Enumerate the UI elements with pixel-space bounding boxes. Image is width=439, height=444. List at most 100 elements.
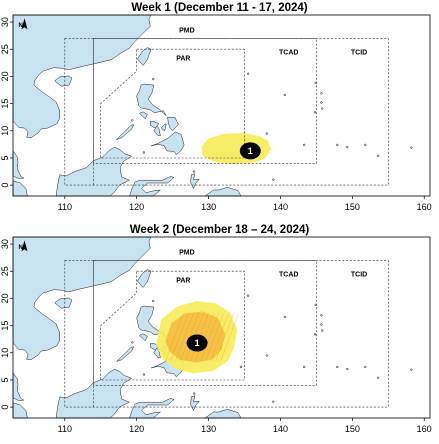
week-1-map-panel: Week 1 (December 11 - 17, 2024) PMD PAR TC… [0,2,432,212]
par-boundary [100,270,245,381]
y-tick-label: 20 [0,71,10,81]
island-16 [152,299,155,303]
island-12 [303,143,306,147]
island-5 [265,132,268,135]
hatch-line [180,313,199,361]
island-18 [142,373,146,376]
north-arrow-shape [21,18,28,30]
island-6 [239,365,243,369]
hatch-line [165,313,184,361]
land-luzon [136,83,167,116]
map-content: PMD PAR TCAD TCID 1 N [12,14,430,197]
land-hainan [54,297,73,309]
land-masses [12,14,242,197]
island-11 [377,154,380,157]
region-label-tcid: TCID [351,272,367,279]
y-tick-label: 15 [0,321,10,331]
island-15 [272,400,275,403]
region-label-pmd: PMD [179,249,195,256]
land-hainan [54,75,73,87]
region-label-tcid: TCID [351,50,367,57]
island-17 [131,341,134,344]
probability-hatch [165,313,239,361]
land-sulawesi [129,176,175,197]
land-mindoro [139,333,148,342]
land-palawan [116,346,135,362]
land-mindoro [139,111,148,120]
region-label-pmd: PMD [179,27,195,34]
land-palawan [116,124,135,140]
hatch-line [195,313,214,361]
y-tick-label: 0 [0,405,10,410]
north-arrow-label: N [19,245,23,251]
island-0 [320,101,323,104]
land-negros [153,347,161,359]
x-tick-label: 130 [201,202,216,212]
island-13 [283,315,286,319]
land-sulawesi [129,398,175,419]
region-label-par: PAR [176,278,190,285]
island-7 [364,365,367,369]
y-tick-label: 10 [0,126,10,136]
week-1-title: Week 1 (December 11 - 17, 2024) [131,2,308,14]
island-0 [320,323,323,326]
x-tick-label: 160 [417,424,432,434]
y-tick-label: 0 [0,183,10,188]
x-tick-label: 110 [58,424,72,434]
tc-marker [239,142,261,160]
y-tick-label: 25 [0,266,10,276]
north-arrow-shape [21,240,28,252]
land-borneo [55,146,133,197]
island-2 [313,333,317,336]
island-1 [321,107,324,110]
hatch-line [215,313,234,361]
land-mainland-asia [12,236,152,361]
land-taiwan [137,269,152,288]
hatch-line [200,313,219,361]
tcad-boundary [93,260,317,386]
tc-marker-label: 1 [195,338,200,348]
island-19 [193,392,196,395]
island-5 [265,354,268,357]
land-luzon [136,305,167,338]
week-2-map-panel: Week 2 (December 18 – 24, 2024) PMD PAR TC… [0,222,439,444]
north-arrow-icon: N [19,18,28,30]
island-15 [272,178,275,181]
probability-area-outer [201,132,272,164]
island-10 [346,145,349,149]
island-17 [131,119,134,122]
region-label-tcad: TCAD [279,50,298,57]
x-tick-label: 120 [129,202,144,212]
land-malay-peninsula [12,150,25,179]
island-7 [364,143,367,147]
island-3 [320,92,323,95]
y-tick-label: 30 [0,17,10,27]
island-2 [313,111,317,114]
map-content: PMD PAR TCAD TCID 1 N [12,236,430,419]
x-tick-label: 150 [345,424,360,434]
island-12 [303,365,306,369]
island-3 [320,314,323,317]
land-halmahera [190,395,200,412]
island-1 [321,329,324,332]
land-taiwan [137,47,152,66]
island-9 [336,365,339,369]
x-tick-label: 140 [273,202,288,212]
hatch-line [175,313,194,361]
north-arrow-icon: N [19,240,28,252]
island-16 [152,77,155,81]
tc-marker-label: 1 [248,146,253,156]
north-arrow-label: N [19,23,23,29]
plot-frame [12,14,431,197]
land-cebu [160,123,167,132]
island-14 [246,294,250,297]
x-tick-label: 150 [345,202,360,212]
y-tick-label: 30 [0,239,10,249]
x-tick-label: 110 [58,202,72,212]
y-tick-label: 5 [0,377,10,382]
week-1-map: PMD PAR TCAD TCID 1 N 110 120 130 140 150 160 0 5 10 15… [0,14,432,212]
week-2-map: PMD PAR TCAD TCID 1 N 110 120 130 140 150 160 0 5 10 15… [0,236,432,434]
region-label-tcad: TCAD [279,272,298,279]
land-negros [153,125,161,137]
week-2-title: Week 2 (December 18 – 24, 2024) [129,224,310,236]
